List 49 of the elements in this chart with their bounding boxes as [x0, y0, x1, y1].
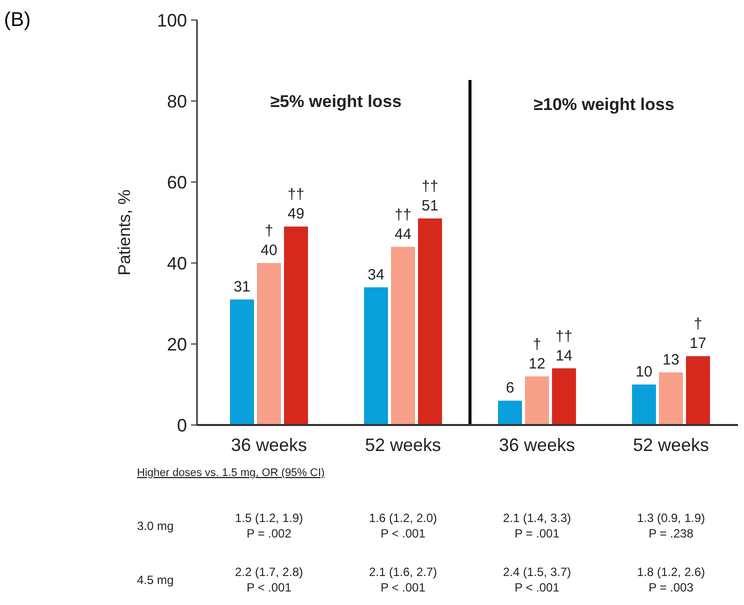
text: 2.1 (1.4, 3.3) P = .001	[502, 511, 572, 541]
bar	[364, 287, 388, 425]
text: 2.2 (1.7, 2.8) P < .001	[234, 565, 304, 595]
x-tick-label: 36 weeks	[498, 435, 576, 455]
data-label: †† 14	[556, 328, 572, 364]
bar	[632, 384, 656, 425]
x-tick-label: 52 weeks	[632, 435, 710, 455]
data-label: 34	[368, 266, 384, 284]
bar	[391, 246, 415, 425]
y-axis-title: Patients, %	[115, 190, 134, 276]
text: 1.5 (1.2, 1.9) P = .002	[234, 511, 304, 541]
data-label: 10	[636, 364, 652, 380]
data-label: 13	[662, 351, 680, 368]
y-tick-label: 60	[166, 172, 187, 192]
bar	[418, 218, 442, 425]
text: 1.8 (1.2, 2.6) P = .003	[636, 565, 706, 595]
data-label: 31	[234, 278, 250, 296]
bar	[230, 299, 254, 425]
y-tick-label: 20	[166, 334, 187, 354]
text: (B)	[4, 9, 31, 31]
text: 3.0 mg	[137, 519, 174, 533]
bar	[284, 226, 308, 425]
data-label: †† 51	[422, 178, 438, 214]
bar	[552, 368, 576, 425]
data-label: † 12	[528, 336, 546, 372]
bar	[525, 376, 549, 425]
text: 4.5 mg	[137, 573, 174, 587]
text: 1.6 (1.2, 2.0) P < .001	[368, 511, 438, 541]
y-tick-label: 40	[166, 253, 187, 274]
y-tick-label: 80	[166, 91, 187, 112]
x-tick-label: 36 weeks	[230, 435, 308, 455]
y-tick-label: 100	[156, 10, 187, 30]
bar	[498, 400, 522, 425]
annotation: ≥10% weight loss	[534, 95, 674, 114]
y-tick-label: 0	[176, 415, 187, 436]
data-label: † 40	[260, 222, 278, 259]
text: 2.1 (1.6, 2.7) P < .001	[368, 565, 438, 595]
bar	[659, 372, 683, 425]
data-label: †† 44	[394, 206, 412, 243]
bar	[686, 356, 710, 425]
text: Higher doses vs. 1.5 mg, OR (95% CI)	[137, 467, 325, 479]
data-label: † 17	[690, 316, 706, 352]
data-label: †† 49	[288, 186, 304, 223]
bar	[257, 263, 281, 425]
data-label: 6	[506, 380, 514, 397]
text: 2.4 (1.5, 3.7) P < .001	[502, 565, 572, 595]
x-tick-label: 52 weeks	[364, 435, 442, 455]
text: 1.3 (0.9, 1.9) P = .238	[636, 511, 706, 541]
annotation: ≥5% weight loss	[270, 92, 402, 111]
